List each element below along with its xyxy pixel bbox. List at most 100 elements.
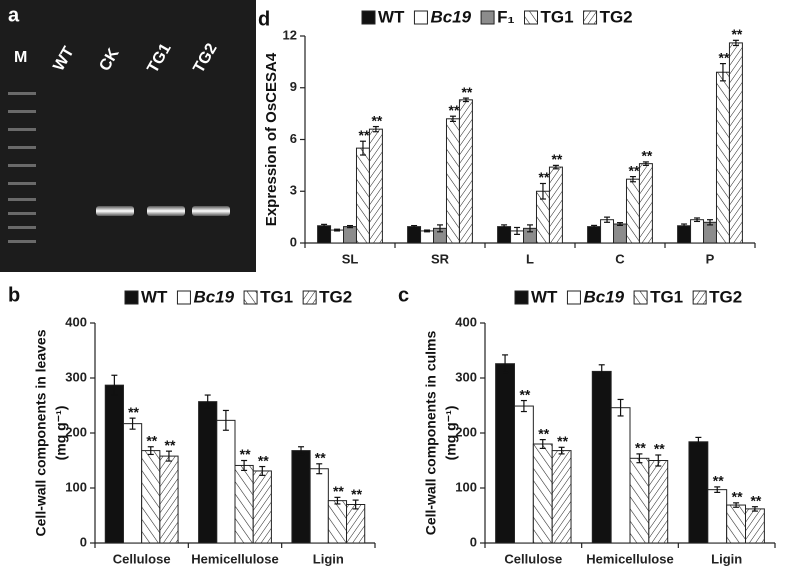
chart: b Cell-wall components in leaves (mg g⁻¹) 0… [8,284,376,566]
x-tick-label: P [706,251,715,266]
chart: c Cell-wall components in culms (mg g⁻¹) 0 1… [398,284,776,566]
bar [532,443,553,544]
y-tick-label: 3 [290,183,297,198]
legend-label: TG2 [319,287,352,306]
legend-swatch [514,290,529,305]
y-tick-label: 400 [455,314,477,329]
gel-band [192,206,230,216]
significance-label: ** [641,148,652,164]
legend-label: Bc19 [583,287,624,306]
bar [728,42,743,244]
bar [648,460,669,544]
gel-band [96,206,134,216]
ladder [8,92,36,243]
bar [122,423,143,544]
gel-panel: a M WT CK TG1 TG2 [0,0,256,272]
bar [141,450,161,544]
legend-swatch [524,10,538,25]
panel-letter: c [398,284,409,306]
y-tick-label: 0 [470,534,477,549]
gel-image [0,0,256,272]
legend-swatch [480,10,495,25]
legend-swatch [124,290,139,305]
significance-label: ** [461,84,472,100]
bar [495,363,515,544]
significance-label: ** [538,425,549,441]
x-tick-label: Hemicellulose [191,551,278,566]
bar [407,226,422,244]
bar [551,450,572,544]
y-tick-label: 200 [455,424,477,439]
y-tick-label: 12 [283,27,297,42]
bar [368,128,383,244]
bar [234,464,254,544]
bar [548,166,563,244]
bar [625,178,640,244]
bar [745,508,765,544]
bar [600,219,615,244]
x-tick-label: C [615,251,625,266]
bar [688,441,709,544]
significance-label: ** [519,386,530,402]
legend-swatch [243,290,258,305]
bar [587,226,602,244]
x-tick-label: L [526,251,534,266]
legend-label: WT [378,7,405,26]
bar [497,226,512,244]
bar [346,504,366,544]
significance-label: ** [654,441,665,457]
legend-label: TG1 [260,287,293,306]
x-tick-label: Cellulose [504,551,562,566]
significance-label: ** [551,151,562,167]
bar [445,118,460,244]
bar [591,370,612,544]
y-tick-label: 400 [65,314,87,329]
significance-label: ** [371,112,382,128]
legend-swatch [583,10,598,25]
bar [327,500,348,544]
legend-label: WT [531,287,558,306]
legend-label: Bc19 [193,287,234,306]
significance-label: ** [240,446,251,462]
bar [638,163,653,244]
y-axis-label: (mg g⁻¹) [53,406,69,461]
x-tick-label: SR [431,251,450,266]
panel-letter: d [258,8,270,30]
bar [343,226,357,244]
bar [330,229,345,244]
significance-label: ** [750,492,761,508]
significance-label: ** [557,433,568,449]
legend-label: TG1 [541,7,574,26]
bar [726,504,747,544]
lane-label: M [14,49,27,66]
legend-swatch [302,290,317,305]
y-tick-label: 200 [65,424,87,439]
legend-label: TG2 [600,7,633,26]
bar [355,147,370,244]
significance-label: ** [713,473,724,489]
significance-label: ** [315,450,326,466]
x-tick-label: Ligin [711,551,742,566]
legend-swatch [692,290,707,305]
legend-swatch [633,290,648,305]
bar [198,401,218,544]
bar [513,405,534,544]
bar [309,468,329,544]
significance-label: ** [629,162,640,178]
significance-label: ** [165,437,176,453]
bar [610,407,631,544]
y-axis-label: Cell-wall components in leaves [33,329,49,536]
legend-label: F₁ [497,7,514,26]
y-tick-label: 300 [65,369,87,384]
legend-label: WT [141,287,168,306]
significance-label: ** [449,102,460,118]
bar [458,99,473,244]
y-tick-label: 6 [290,131,297,146]
bar [216,419,236,544]
bar [715,71,730,244]
y-tick-label: 100 [455,479,477,494]
legend-swatch [413,10,428,25]
significance-label: ** [719,49,730,65]
bar [613,223,627,244]
legend-label: TG1 [650,287,683,306]
